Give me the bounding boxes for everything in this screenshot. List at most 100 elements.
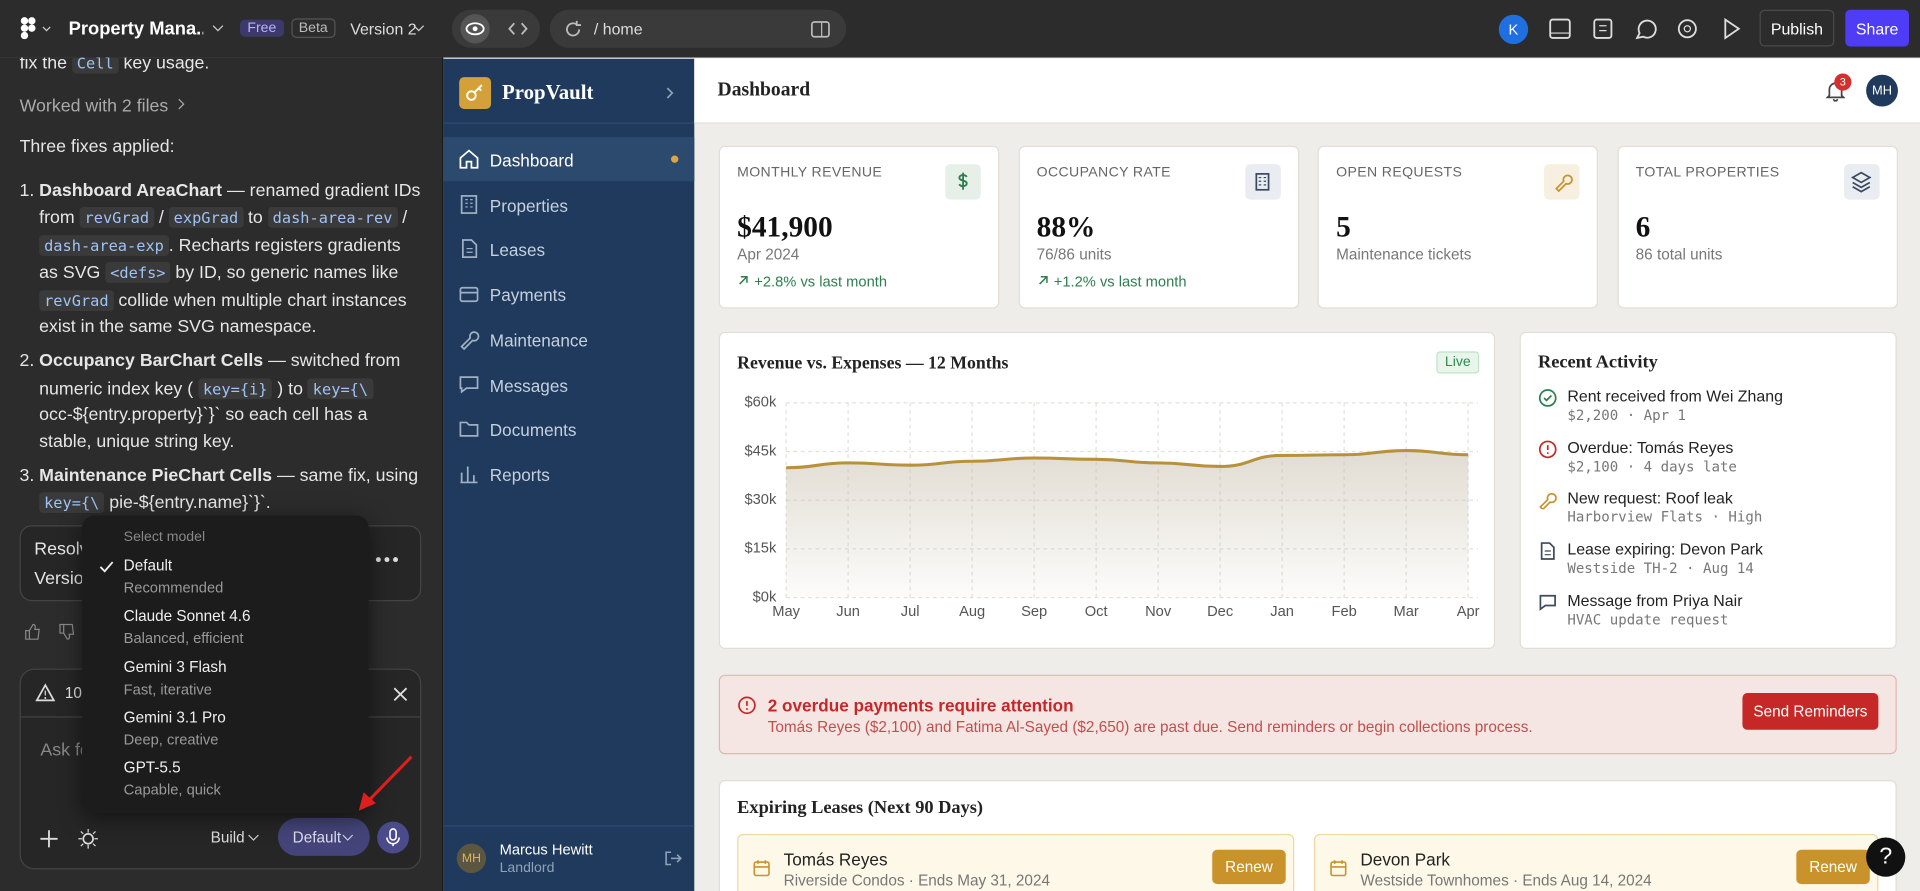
inline-code: revGrad bbox=[79, 207, 154, 229]
model-description: Capable, quick bbox=[123, 781, 221, 799]
nav-icon bbox=[459, 149, 479, 169]
nav-item[interactable]: Leases bbox=[443, 227, 694, 271]
nav-item[interactable]: Dashboard bbox=[443, 137, 695, 182]
activity-icon bbox=[1538, 440, 1557, 458]
model-option[interactable]: Default bbox=[123, 557, 173, 575]
nav-item[interactable]: Properties bbox=[443, 182, 694, 226]
warning-icon bbox=[35, 683, 56, 702]
more-icon[interactable] bbox=[373, 553, 400, 565]
text: key usage. bbox=[118, 57, 210, 74]
activity-icon bbox=[1540, 542, 1555, 560]
activity-title: Lease expiring: Devon Park bbox=[1567, 540, 1763, 559]
nav-item[interactable]: Reports bbox=[443, 452, 694, 496]
renew-button[interactable]: Renew bbox=[1212, 849, 1286, 885]
help-button[interactable]: ? bbox=[1866, 837, 1906, 877]
stat-card: OPEN REQUESTS 5 Maintenance tickets bbox=[1317, 145, 1599, 309]
main: Dashboard 3 MH MONTHLY REVENUE $41,900 Apr… bbox=[694, 58, 1920, 891]
logo bbox=[20, 17, 51, 40]
publish-button[interactable]: Publish bbox=[1759, 9, 1835, 47]
lease-item: Devon Park Westside Townhomes · Ends Aug … bbox=[1313, 833, 1879, 891]
view-toggle[interactable] bbox=[451, 9, 541, 48]
stat-sub: Maintenance tickets bbox=[1336, 246, 1472, 264]
model-option[interactable]: Gemini 3 Flash bbox=[123, 658, 227, 676]
version-select[interactable]: Version 2 bbox=[350, 19, 417, 38]
collapse-icon[interactable] bbox=[664, 86, 676, 101]
y-tick-label: $15k bbox=[744, 541, 777, 557]
inline-code: key={\ bbox=[39, 492, 105, 514]
share-button[interactable]: Share bbox=[1845, 9, 1909, 47]
project-name[interactable]: Property Mana... bbox=[68, 18, 204, 40]
model-option[interactable]: Gemini 3.1 Pro bbox=[123, 708, 226, 726]
user-role: Landlord bbox=[499, 860, 555, 876]
stat-icon bbox=[1843, 164, 1880, 200]
activity-detail: HVAC update request bbox=[1567, 610, 1729, 628]
text: — same fix, using bbox=[272, 466, 419, 487]
mode-select[interactable]: Build bbox=[210, 828, 245, 847]
feedback-icons[interactable] bbox=[23, 622, 84, 642]
mic-button[interactable] bbox=[377, 821, 409, 854]
composer-tools[interactable] bbox=[38, 827, 124, 851]
text: fix the bbox=[19, 57, 72, 74]
x-tick-label: Dec bbox=[1207, 604, 1233, 620]
close-icon[interactable] bbox=[391, 684, 411, 704]
text: occ-${entry.property}`}` so each cell ha… bbox=[39, 405, 368, 452]
header-avatar[interactable]: MH bbox=[1866, 74, 1898, 107]
nav-icon bbox=[459, 375, 479, 393]
inline-code: <defs> bbox=[105, 262, 171, 284]
inline-code: Cell bbox=[71, 57, 119, 74]
nav-label: Properties bbox=[489, 195, 568, 216]
nav-item[interactable]: Documents bbox=[443, 407, 694, 451]
model-option[interactable]: Claude Sonnet 4.6 bbox=[123, 607, 251, 625]
logout-icon[interactable] bbox=[664, 850, 684, 867]
x-tick-label: Mar bbox=[1394, 604, 1419, 620]
bold-text: Maintenance PieChart Cells bbox=[39, 466, 273, 487]
nav-item[interactable]: Messages bbox=[443, 362, 694, 406]
stat-card: OCCUPANCY RATE 88% 76/86 units +1.2% vs las… bbox=[1018, 145, 1299, 309]
bold-text: Occupancy BarChart Cells bbox=[39, 351, 264, 372]
code-icon[interactable] bbox=[501, 12, 535, 45]
url-bar[interactable]: / home bbox=[549, 9, 847, 48]
chart: $0k $15k $30k $45k $60k May Jun Jul Aug Sep Oct Nov… bbox=[744, 395, 1479, 620]
url: / home bbox=[593, 19, 643, 38]
alert-text: Tomás Reyes ($2,100) and Fatima Al-Sayed… bbox=[767, 718, 1533, 736]
nav-label: Dashboard bbox=[489, 150, 574, 171]
renew-button[interactable]: Renew bbox=[1796, 849, 1870, 885]
y-tick-label: $30k bbox=[744, 492, 777, 508]
activity-title: Message from Priya Nair bbox=[1567, 591, 1743, 610]
x-tick-label: Aug bbox=[959, 604, 985, 620]
divider bbox=[443, 825, 695, 827]
fix-item: Maintenance PieChart Cells — same fix, u… bbox=[39, 464, 423, 518]
nav-icon bbox=[460, 331, 480, 350]
preview-icon[interactable] bbox=[457, 12, 494, 45]
y-tick-label: $60k bbox=[744, 395, 777, 411]
model-description: Recommended bbox=[123, 579, 224, 597]
model-option[interactable]: GPT-5.5 bbox=[123, 759, 181, 777]
lease-detail: Riverside Condos · Ends May 31, 2024 bbox=[783, 871, 1050, 889]
stat-label: OPEN REQUESTS bbox=[1336, 165, 1463, 181]
avatar[interactable]: K bbox=[1498, 14, 1529, 45]
toolbar-icons[interactable] bbox=[1545, 15, 1753, 44]
text: . Recharts registers gradients as SVG bbox=[39, 236, 401, 284]
input-placeholder[interactable]: Ask fo bbox=[40, 740, 90, 761]
x-tick-label: Sep bbox=[1021, 604, 1047, 620]
lease-tenant: Devon Park bbox=[1360, 849, 1450, 870]
window-icon[interactable] bbox=[809, 20, 831, 40]
nav-item[interactable]: Payments bbox=[443, 272, 694, 316]
stat-value: 5 bbox=[1336, 211, 1351, 244]
activity-title: Recent Activity bbox=[1537, 352, 1658, 373]
icon bbox=[1851, 171, 1872, 193]
worked-files[interactable]: Worked with 2 files bbox=[20, 94, 191, 120]
chevron bbox=[342, 834, 354, 841]
calendar-icon bbox=[753, 860, 770, 877]
model-select[interactable]: Default bbox=[277, 817, 370, 856]
nav-item[interactable]: Maintenance bbox=[443, 317, 694, 361]
alert-icon bbox=[738, 696, 756, 715]
alert: 2 overdue payments require attention Tom… bbox=[718, 674, 1897, 755]
page-title: Dashboard bbox=[717, 79, 811, 101]
refresh-icon[interactable] bbox=[562, 18, 584, 40]
x-tick-label: Jan bbox=[1270, 604, 1294, 620]
inline-code: revGrad bbox=[39, 289, 114, 311]
stat-value: $41,900 bbox=[737, 211, 833, 244]
send-reminders-button[interactable]: Send Reminders bbox=[1742, 693, 1879, 730]
annotation-arrow bbox=[358, 755, 413, 811]
